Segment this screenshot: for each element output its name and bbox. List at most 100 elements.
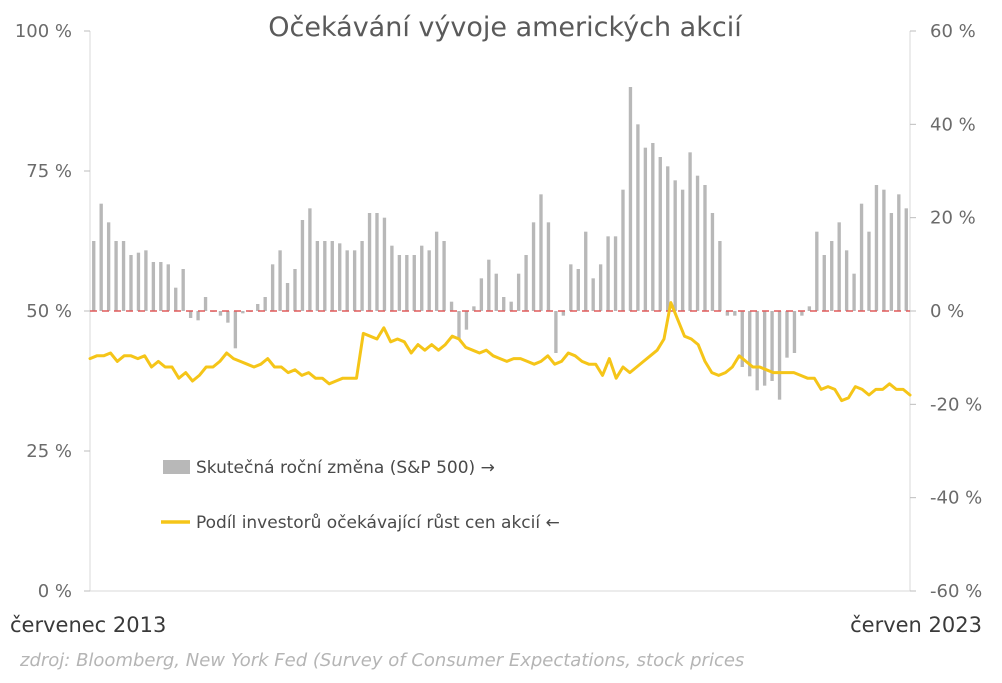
bar	[99, 203, 103, 311]
bar	[889, 213, 894, 311]
bar	[196, 311, 200, 321]
left-tick-label: 75 %	[26, 161, 72, 182]
bar	[367, 213, 372, 311]
bar	[546, 222, 551, 311]
bar	[323, 241, 327, 311]
right-tick-label: 0 %	[930, 301, 964, 322]
bar	[397, 255, 402, 311]
chart-title: Očekávání vývoje amerických akcií	[268, 12, 743, 43]
bar	[300, 220, 305, 311]
bar	[867, 231, 871, 311]
bar	[472, 306, 476, 311]
bar	[569, 264, 573, 311]
bar	[576, 269, 580, 311]
bar	[695, 175, 700, 311]
right-tick-label: -60 %	[930, 581, 982, 602]
bar	[748, 311, 752, 377]
bar	[293, 269, 297, 311]
right-tick-label: -40 %	[930, 488, 982, 509]
bar	[241, 311, 245, 314]
bar	[464, 311, 469, 330]
bar	[680, 189, 685, 311]
bar	[92, 241, 96, 311]
bar	[285, 283, 290, 311]
legend-bar-swatch	[163, 460, 190, 474]
bar	[487, 259, 491, 311]
bar	[584, 231, 588, 311]
bar	[159, 262, 163, 311]
bar	[658, 157, 662, 311]
bar	[412, 255, 416, 311]
right-tick-label: -20 %	[930, 394, 982, 415]
bar	[330, 241, 334, 311]
bar	[591, 278, 595, 311]
right-tick-label: 60 %	[930, 21, 976, 42]
bar	[181, 269, 185, 311]
bar	[151, 262, 156, 311]
bar	[837, 222, 841, 311]
bar	[770, 311, 774, 381]
bar	[188, 311, 193, 318]
bar	[897, 194, 901, 311]
bar	[106, 222, 111, 311]
bar	[479, 278, 484, 311]
bar	[554, 311, 558, 353]
bar	[203, 297, 208, 311]
bar	[315, 241, 320, 311]
bar	[733, 311, 737, 316]
bar	[263, 297, 267, 311]
bar	[166, 264, 170, 311]
bar	[688, 152, 692, 311]
bar	[561, 311, 566, 316]
bar	[494, 273, 498, 311]
bar	[710, 213, 715, 311]
bar	[427, 250, 431, 311]
bar	[725, 311, 730, 316]
line-series	[88, 301, 912, 403]
legend-line-label: Podíl investorů očekávající růst cen akc…	[196, 513, 560, 533]
right-axis: 60 % 40 % 20 % 0 % -20 % -40 % -60 %	[910, 21, 982, 602]
bar	[345, 250, 349, 311]
bar	[777, 311, 782, 400]
bar	[621, 189, 625, 311]
bar	[598, 264, 603, 311]
bar	[114, 241, 118, 311]
bar	[807, 306, 812, 311]
bar	[673, 180, 677, 311]
bar	[830, 241, 834, 311]
bar	[226, 311, 230, 323]
bar	[129, 255, 133, 311]
bar	[651, 143, 655, 311]
bar	[740, 311, 744, 367]
bar	[509, 301, 513, 311]
bar	[516, 273, 521, 311]
bar	[606, 236, 610, 311]
legend-bar-label: Skutečná roční změna (S&P 500) →	[196, 458, 495, 478]
bar	[449, 301, 454, 311]
bar	[308, 208, 312, 311]
bar	[382, 217, 387, 311]
left-tick-label: 100 %	[15, 21, 72, 42]
bar	[352, 250, 357, 311]
bar	[859, 203, 864, 311]
bar	[703, 185, 707, 311]
bar	[822, 255, 826, 311]
bar	[502, 297, 506, 311]
bar	[144, 250, 148, 311]
left-axis: 100 % 75 % 50 % 25 % 0 %	[15, 21, 90, 602]
bar	[218, 311, 223, 316]
bar	[613, 236, 618, 311]
bar	[882, 189, 886, 311]
bar	[844, 250, 849, 311]
bar	[874, 185, 879, 311]
bar	[904, 208, 908, 311]
bar	[338, 243, 342, 311]
left-tick-label: 25 %	[26, 441, 72, 462]
bar	[524, 255, 528, 311]
bar	[256, 304, 260, 311]
bar	[121, 241, 126, 311]
bar	[718, 241, 722, 311]
bar	[434, 231, 439, 311]
bar	[539, 194, 543, 311]
